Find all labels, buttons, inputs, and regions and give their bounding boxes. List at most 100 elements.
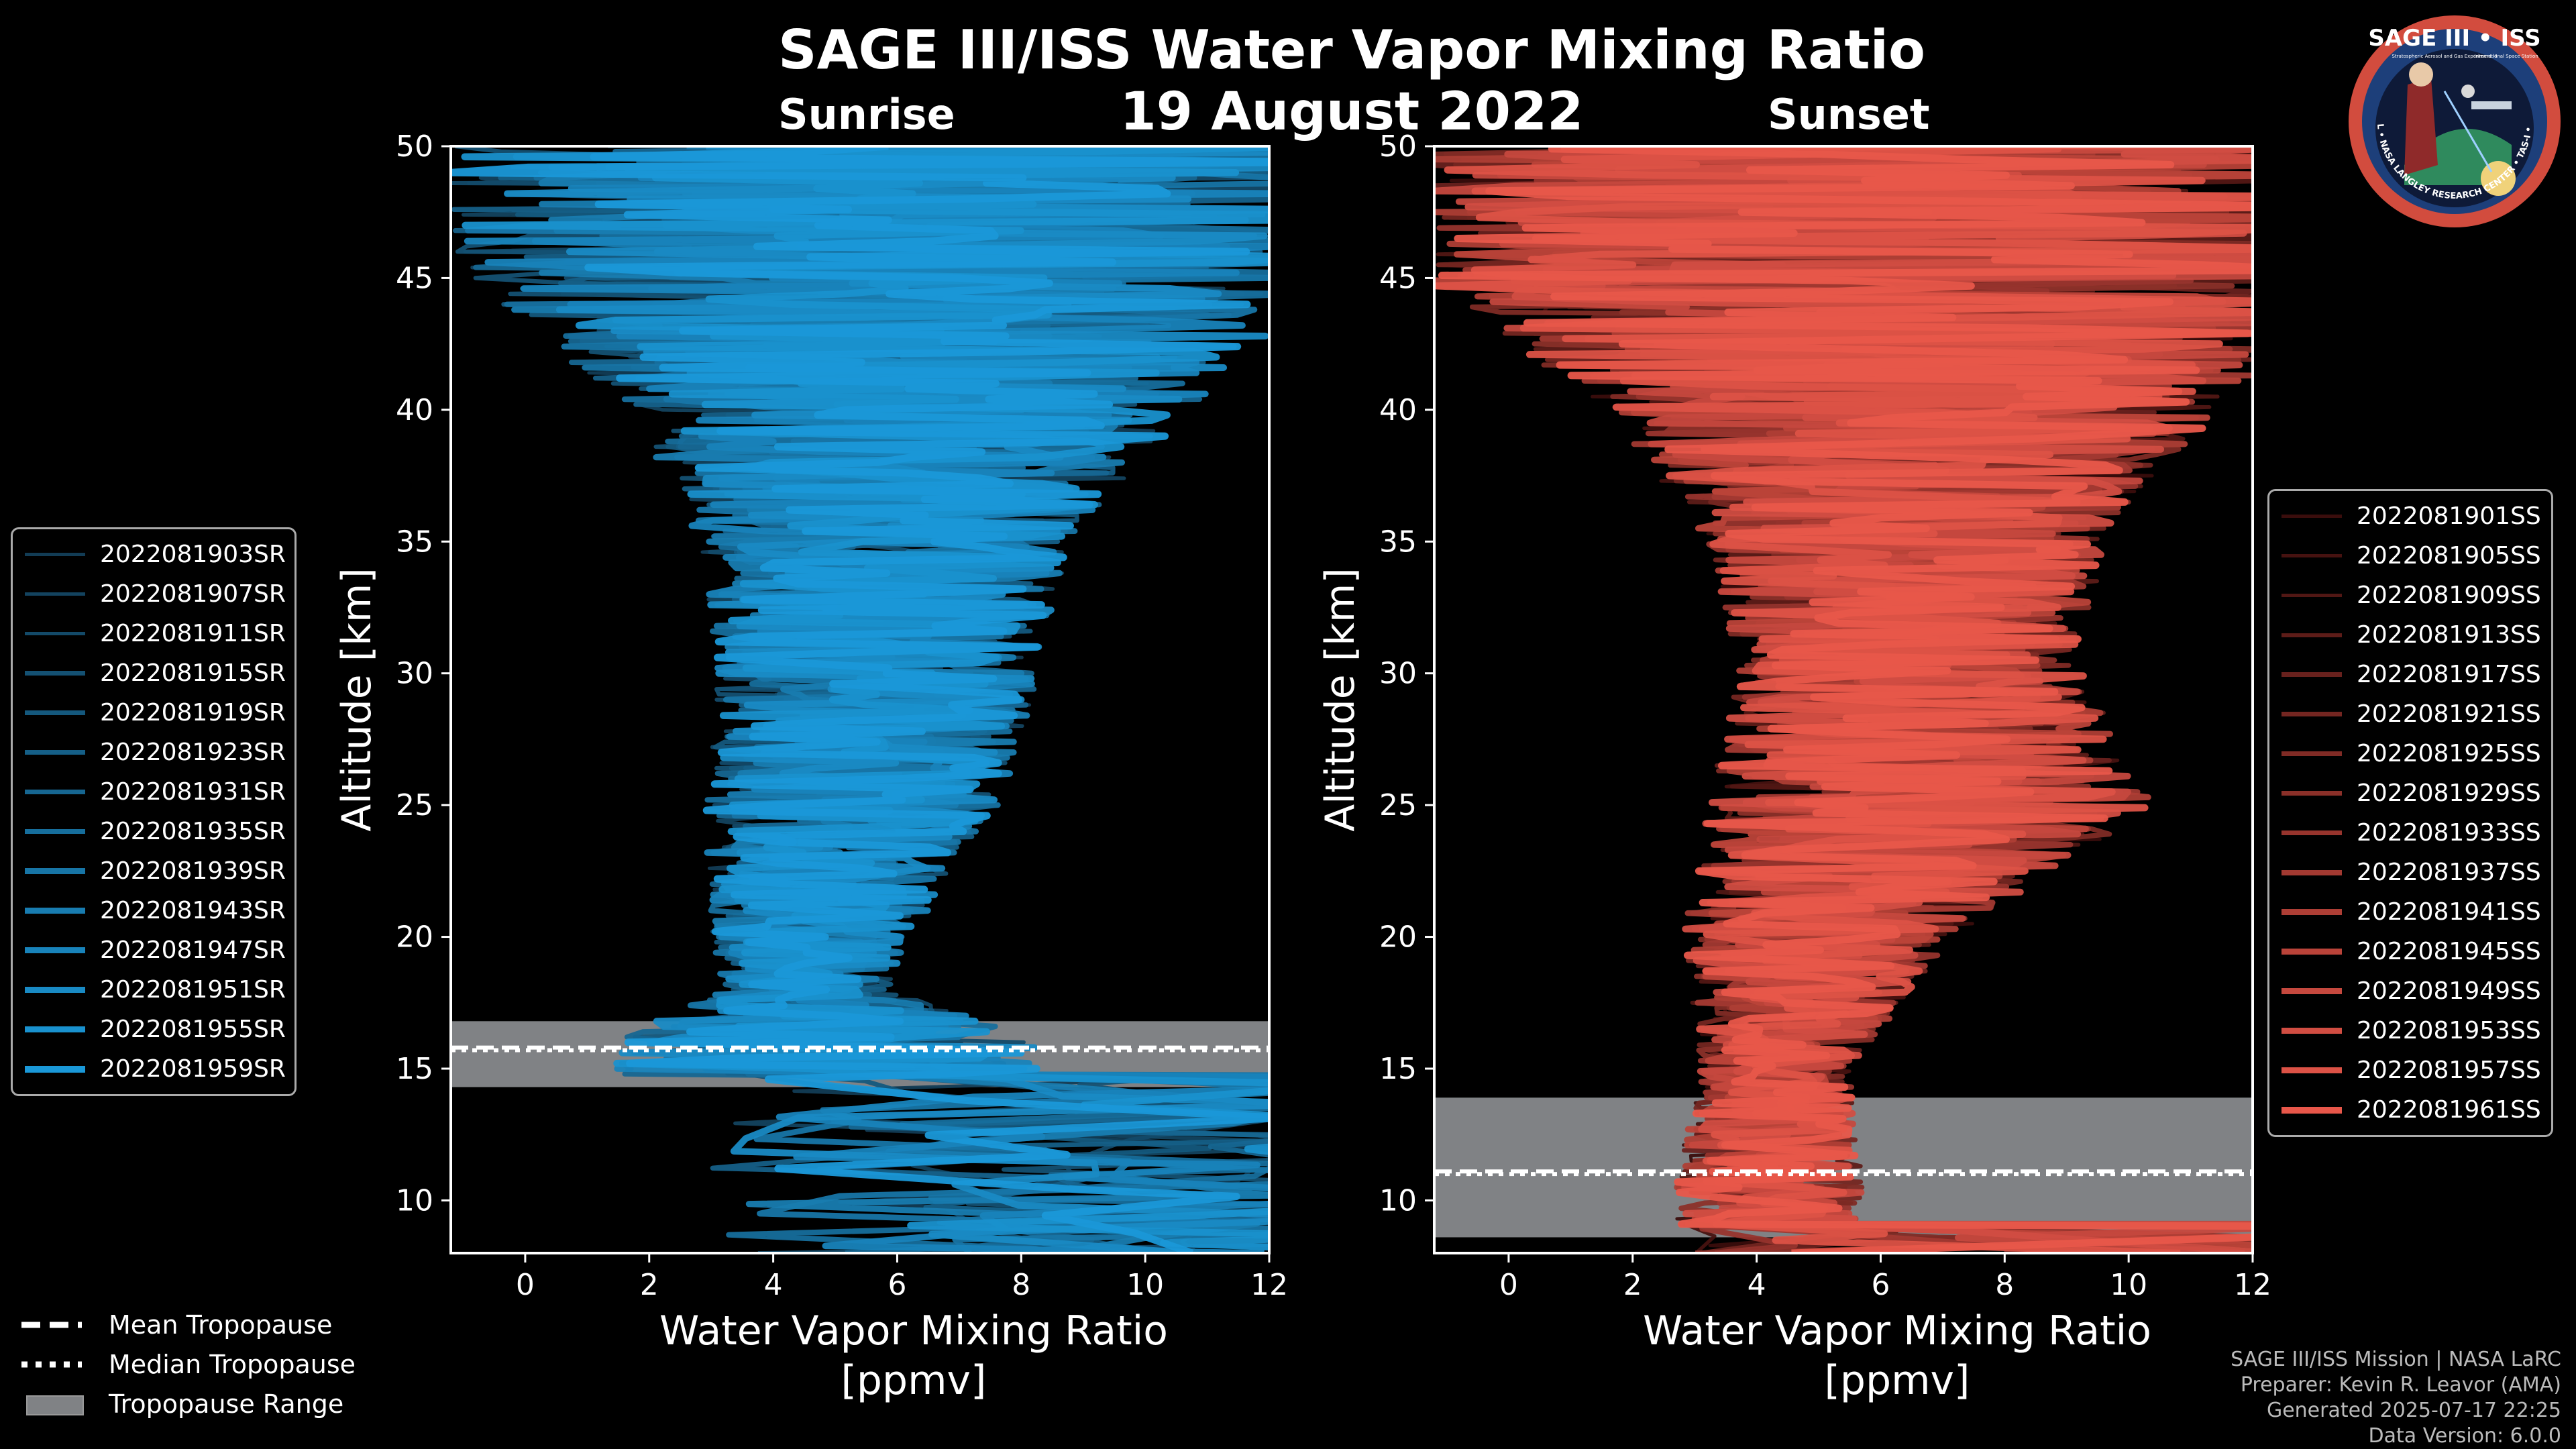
x-tick-label: 4 <box>764 1268 783 1302</box>
legend-item: 2022081907SR <box>13 574 294 614</box>
legend-label: 2022081941SS <box>2357 898 2541 926</box>
legend-item: 2022081961SS <box>2269 1090 2551 1130</box>
legend-label: 2022081961SS <box>2357 1096 2541 1124</box>
mean-tropopause-swatch <box>21 1322 82 1328</box>
legend-label: 2022081943SR <box>100 897 286 924</box>
legend-label: 2022081947SR <box>100 936 286 964</box>
legend-item: 2022081959SR <box>13 1049 294 1089</box>
median-tropopause-swatch <box>21 1361 82 1367</box>
x-tick-label: 6 <box>888 1268 906 1302</box>
legend-label: 2022081951SR <box>100 976 286 1004</box>
legend-item: 2022081903SR <box>13 535 294 574</box>
x-axis-unit-label: [ppmv] <box>1825 1357 1970 1404</box>
y-tick-label: 10 <box>396 1183 433 1218</box>
tropopause-range-legend-item: Tropopause Range <box>15 1384 356 1424</box>
x-tick-label: 4 <box>1748 1268 1766 1302</box>
plot-area <box>451 146 1269 1253</box>
y-tick-label: 50 <box>396 129 433 164</box>
legend-item: 2022081955SR <box>13 1010 294 1049</box>
mean-tropopause-label: Mean Tropopause <box>109 1309 333 1340</box>
legend-item: 2022081947SR <box>13 930 294 970</box>
x-axis-unit-label: [ppmv] <box>841 1357 987 1404</box>
tropopause-range-swatch <box>26 1395 84 1415</box>
x-tick-label: 12 <box>2234 1268 2271 1302</box>
legend-swatch <box>25 947 85 953</box>
credit-preparer: Preparer: Kevin R. Leavor (AMA) <box>2240 1373 2561 1397</box>
legend-label: 2022081921SS <box>2357 700 2541 728</box>
credits: SAGE III/ISS Mission | NASA LaRC Prepare… <box>2231 1347 2561 1449</box>
legend-swatch <box>2282 869 2342 875</box>
legend-swatch <box>25 710 85 715</box>
y-axis-label: Altitude [km] <box>1317 568 1364 832</box>
legend-item: 2022081911SR <box>13 614 294 653</box>
legend-item: 2022081949SS <box>2269 971 2551 1011</box>
legend-label: 2022081939SR <box>100 857 286 885</box>
legend-item: 2022081953SS <box>2269 1011 2551 1051</box>
legend-item: 2022081925SS <box>2269 734 2551 773</box>
legend-label: 2022081925SS <box>2357 740 2541 767</box>
y-tick-label: 35 <box>1379 525 1417 559</box>
x-axis-label: Water Vapor Mixing Ratio <box>659 1307 1168 1354</box>
sunset-panel-title: Sunset <box>1768 90 1930 139</box>
x-tick-label: 6 <box>1871 1268 1890 1302</box>
legend-label: 2022081917SS <box>2357 661 2541 688</box>
legend-label: 2022081901SS <box>2357 502 2541 530</box>
legend-swatch <box>2282 1067 2342 1074</box>
tropopause-legend: Mean Tropopause Median Tropopause Tropop… <box>15 1305 356 1424</box>
legend-label: 2022081949SS <box>2357 977 2541 1005</box>
legend-item: 2022081943SR <box>13 891 294 930</box>
y-tick-label: 45 <box>1379 261 1417 295</box>
legend-label: 2022081929SS <box>2357 780 2541 807</box>
legend-label: 2022081919SR <box>100 699 286 727</box>
legend-item: 2022081929SS <box>2269 773 2551 813</box>
legend-label: 2022081953SS <box>2357 1017 2541 1044</box>
credit-mission: SAGE III/ISS Mission | NASA LaRC <box>2231 1348 2561 1371</box>
y-tick-label: 15 <box>396 1052 433 1086</box>
logo-beam <box>2443 91 2493 172</box>
legend-label: 2022081915SR <box>100 659 286 687</box>
legend-swatch <box>2282 751 2342 756</box>
median-tropopause-label: Median Tropopause <box>109 1349 356 1379</box>
profile-line <box>1438 146 2253 1253</box>
legend-label: 2022081959SR <box>100 1055 286 1083</box>
legend-item: 2022081951SR <box>13 970 294 1010</box>
legend-label: 2022081923SR <box>100 739 286 766</box>
legend-swatch <box>25 986 85 994</box>
y-tick-label: 40 <box>1379 393 1417 427</box>
legend-swatch <box>25 868 85 874</box>
legend-swatch <box>2282 553 2342 558</box>
legend-item: 2022081913SS <box>2269 615 2551 655</box>
legend-label: 2022081935SR <box>100 818 286 845</box>
legend-label: 2022081913SS <box>2357 621 2541 649</box>
y-tick-label: 25 <box>1379 788 1417 822</box>
legend-swatch <box>2282 949 2342 955</box>
legend-swatch <box>25 789 85 795</box>
legend-item: 2022081905SS <box>2269 536 2551 576</box>
legend-swatch <box>25 671 85 676</box>
legend-swatch <box>2282 515 2342 518</box>
y-tick-label: 20 <box>396 920 433 955</box>
plot-frame <box>1433 145 2254 1254</box>
legend-item: 2022081945SS <box>2269 932 2551 971</box>
median-tropopause-legend-item: Median Tropopause <box>15 1344 356 1384</box>
legend-item: 2022081909SS <box>2269 576 2551 615</box>
logo-subtext-2: International Space Station <box>2474 54 2538 59</box>
y-tick-label: 25 <box>396 788 433 822</box>
x-tick-label: 2 <box>640 1268 659 1302</box>
x-tick-label: 0 <box>516 1268 535 1302</box>
logo-moon <box>2461 85 2475 98</box>
profile-line <box>451 146 1269 1253</box>
plot-frame <box>449 145 1271 1254</box>
legend-item: 2022081941SS <box>2269 892 2551 932</box>
logo-subtext-1: Stratospheric Aerosol and Gas Experiment… <box>2392 54 2497 59</box>
legend-swatch <box>2282 1106 2342 1114</box>
legend-item: 2022081937SS <box>2269 853 2551 892</box>
legend-swatch <box>25 631 85 636</box>
legend-swatch <box>2282 633 2342 637</box>
sunrise-plot: 0 2 4 6 8 10 12 10 15 20 25 30 35 40 45 50 Water Vapor M… <box>333 129 1288 1404</box>
credit-data-version: Data Version: 6.0.0 <box>2368 1424 2561 1448</box>
legend-swatch <box>25 1026 85 1033</box>
y-axis-label: Altitude [km] <box>333 568 380 832</box>
chart-title: SAGE III/ISS Water Vapor Mixing Ratio <box>777 19 1926 81</box>
